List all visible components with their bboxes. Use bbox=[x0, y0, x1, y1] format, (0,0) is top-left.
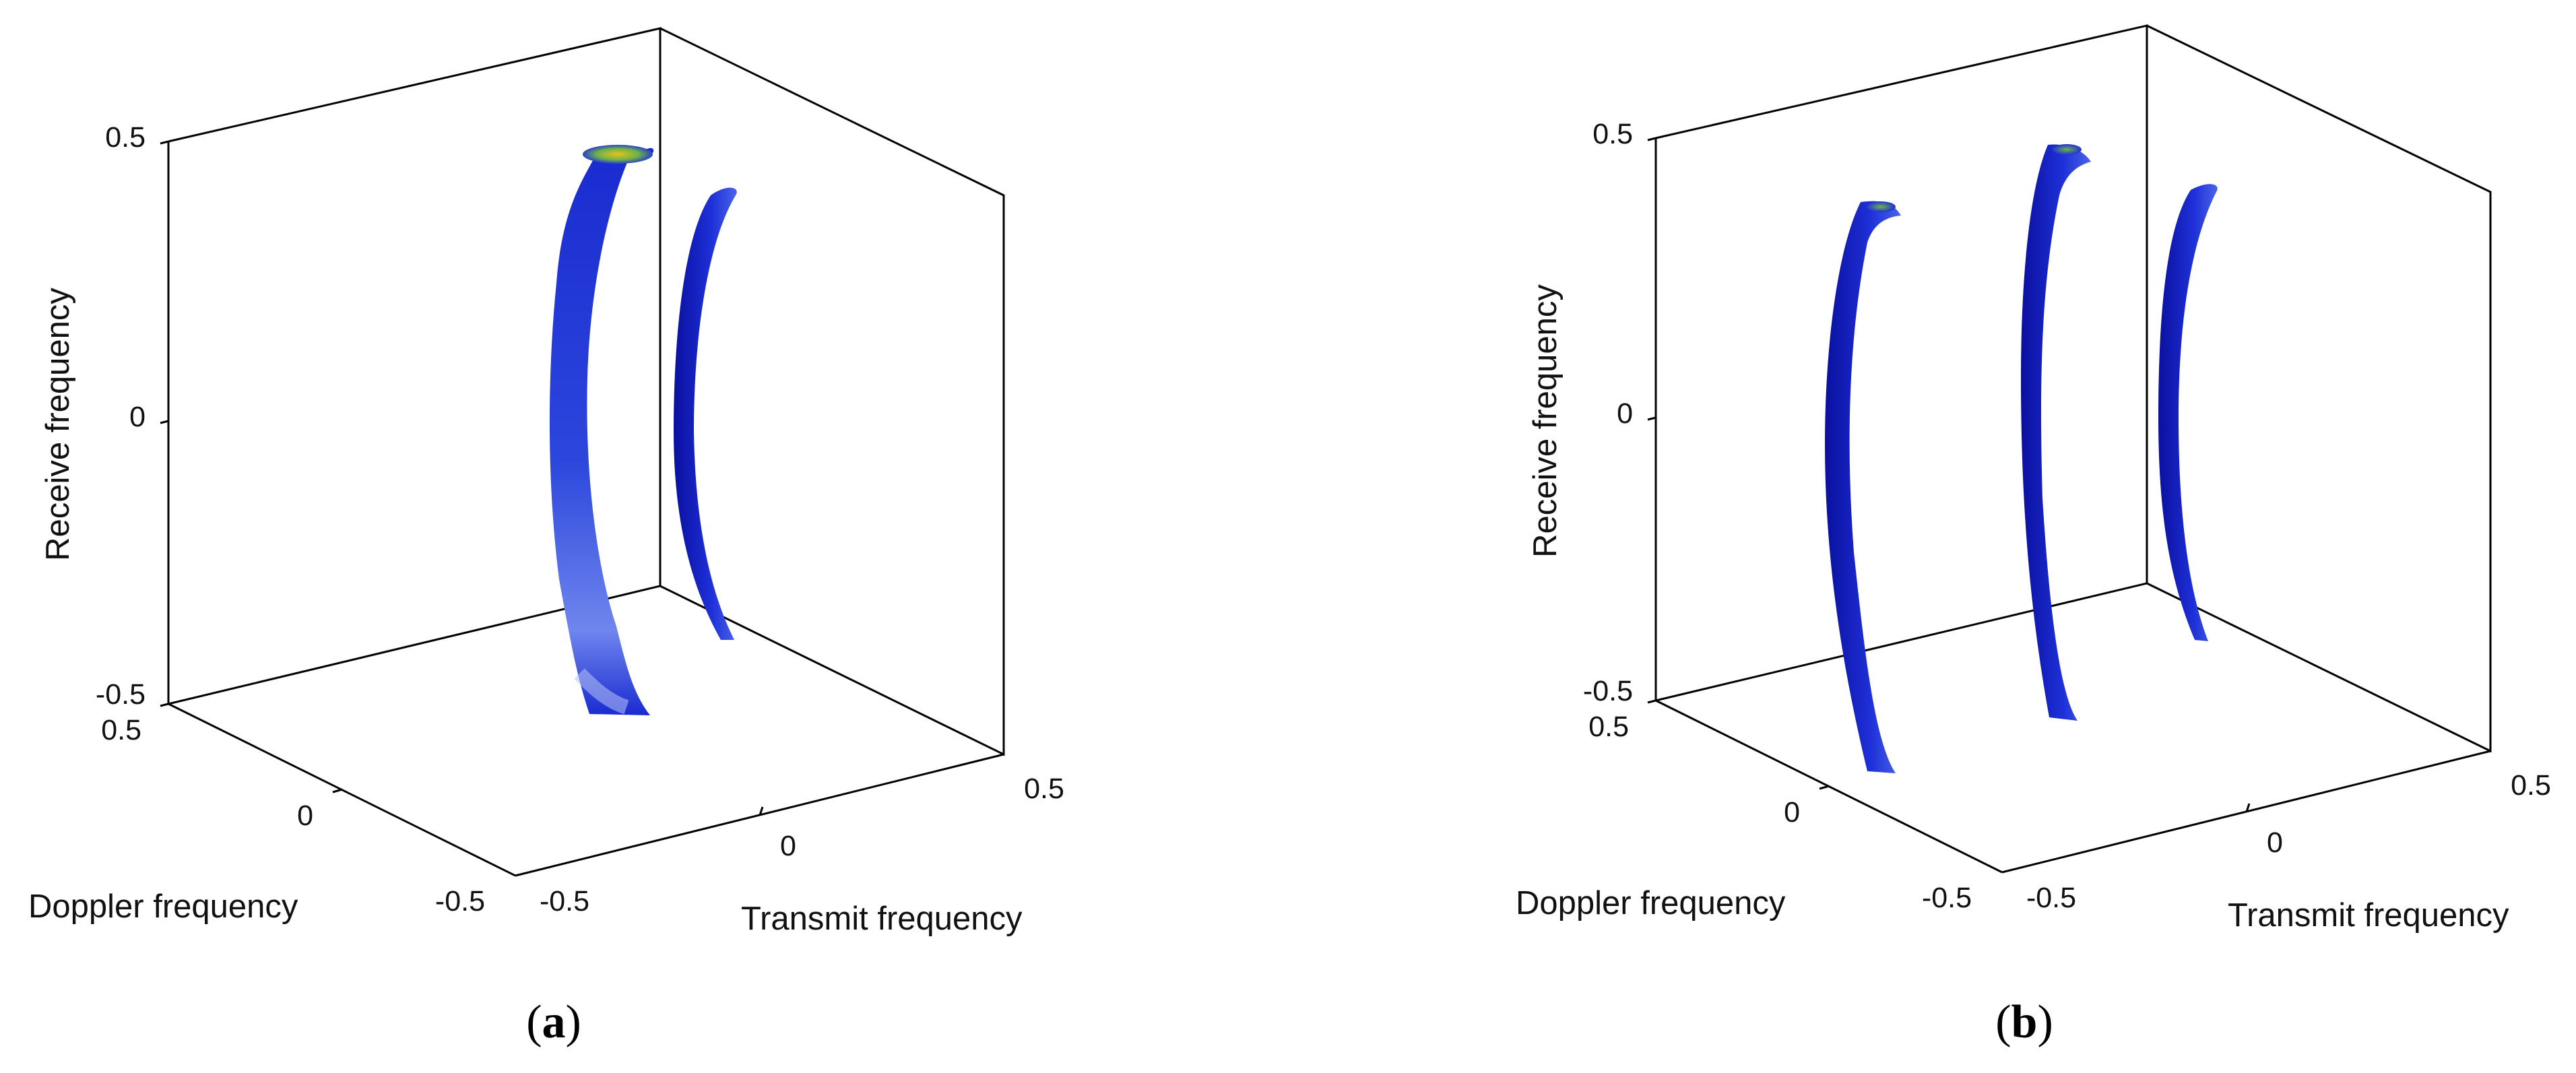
panel-caption-b: (b) bbox=[1995, 996, 2053, 1048]
ridge-thick-a bbox=[549, 145, 654, 716]
x-tick-2: 0.5 bbox=[2511, 769, 2551, 802]
z-tick-2: -0.5 bbox=[1583, 675, 1633, 707]
x-tick-0: -0.5 bbox=[2026, 882, 2076, 914]
panel-letter-a: a bbox=[542, 996, 566, 1048]
ridge-thin-a bbox=[674, 187, 737, 640]
x-tick-1: 0 bbox=[2267, 826, 2283, 859]
y-tick-0: 0.5 bbox=[101, 714, 141, 746]
figure-panel-a: 0.5 0 -0.5 0.5 0 -0.5 -0.5 0 0.5 Receive… bbox=[28, 27, 1064, 1048]
y-tick-2: -0.5 bbox=[1922, 882, 1972, 914]
z-tick-0: 0.5 bbox=[1592, 118, 1633, 150]
chart-a-svg: 0.5 0 -0.5 0.5 0 -0.5 -0.5 0 0.5 Receive… bbox=[28, 27, 1064, 1048]
x-axis-label: Transmit frequency bbox=[2228, 897, 2509, 934]
axes-box-a bbox=[167, 27, 1005, 877]
z-tick-2: -0.5 bbox=[96, 678, 146, 711]
y-axis-label: Doppler frequency bbox=[1516, 885, 1786, 921]
z-axis-label: Receive frequency bbox=[1527, 284, 1564, 558]
y-tick-2: -0.5 bbox=[435, 885, 485, 917]
ridge-1-b bbox=[1825, 201, 1901, 774]
z-tick-1: 0 bbox=[129, 401, 146, 433]
y-axis-label: Doppler frequency bbox=[28, 888, 298, 925]
x-tick-2: 0.5 bbox=[1024, 773, 1064, 805]
tick-marks-a bbox=[160, 140, 764, 816]
ridge-3-b bbox=[2158, 184, 2218, 641]
x-tick-0: -0.5 bbox=[540, 885, 589, 917]
ridge-2-b bbox=[2021, 144, 2091, 721]
figure-panel-b: 0.5 0 -0.5 0.5 0 -0.5 -0.5 0 0.5 Receive… bbox=[1288, 0, 2576, 1073]
y-tick-1: 0 bbox=[297, 800, 313, 832]
y-tick-1: 0 bbox=[1784, 796, 1800, 828]
peak-marker-b-1 bbox=[1866, 201, 1896, 212]
x-axis-label: Transmit frequency bbox=[741, 901, 1023, 937]
z-axis-label: Receive frequency bbox=[40, 288, 76, 561]
z-tick-0: 0.5 bbox=[105, 121, 146, 154]
x-tick-1: 0 bbox=[780, 830, 796, 862]
peak-marker-b-2 bbox=[2052, 144, 2082, 155]
z-tick-1: 0 bbox=[1617, 397, 1633, 430]
chart-b-svg: 0.5 0 -0.5 0.5 0 -0.5 -0.5 0 0.5 Receive… bbox=[1516, 24, 2551, 1048]
peak-marker-a bbox=[583, 145, 653, 164]
tick-marks-b bbox=[1647, 137, 2251, 812]
y-tick-0: 0.5 bbox=[1588, 711, 1629, 743]
panel-caption-a: (a) bbox=[526, 996, 581, 1048]
panel-letter-b: b bbox=[2011, 996, 2038, 1048]
axes-box-b bbox=[1654, 24, 2492, 874]
